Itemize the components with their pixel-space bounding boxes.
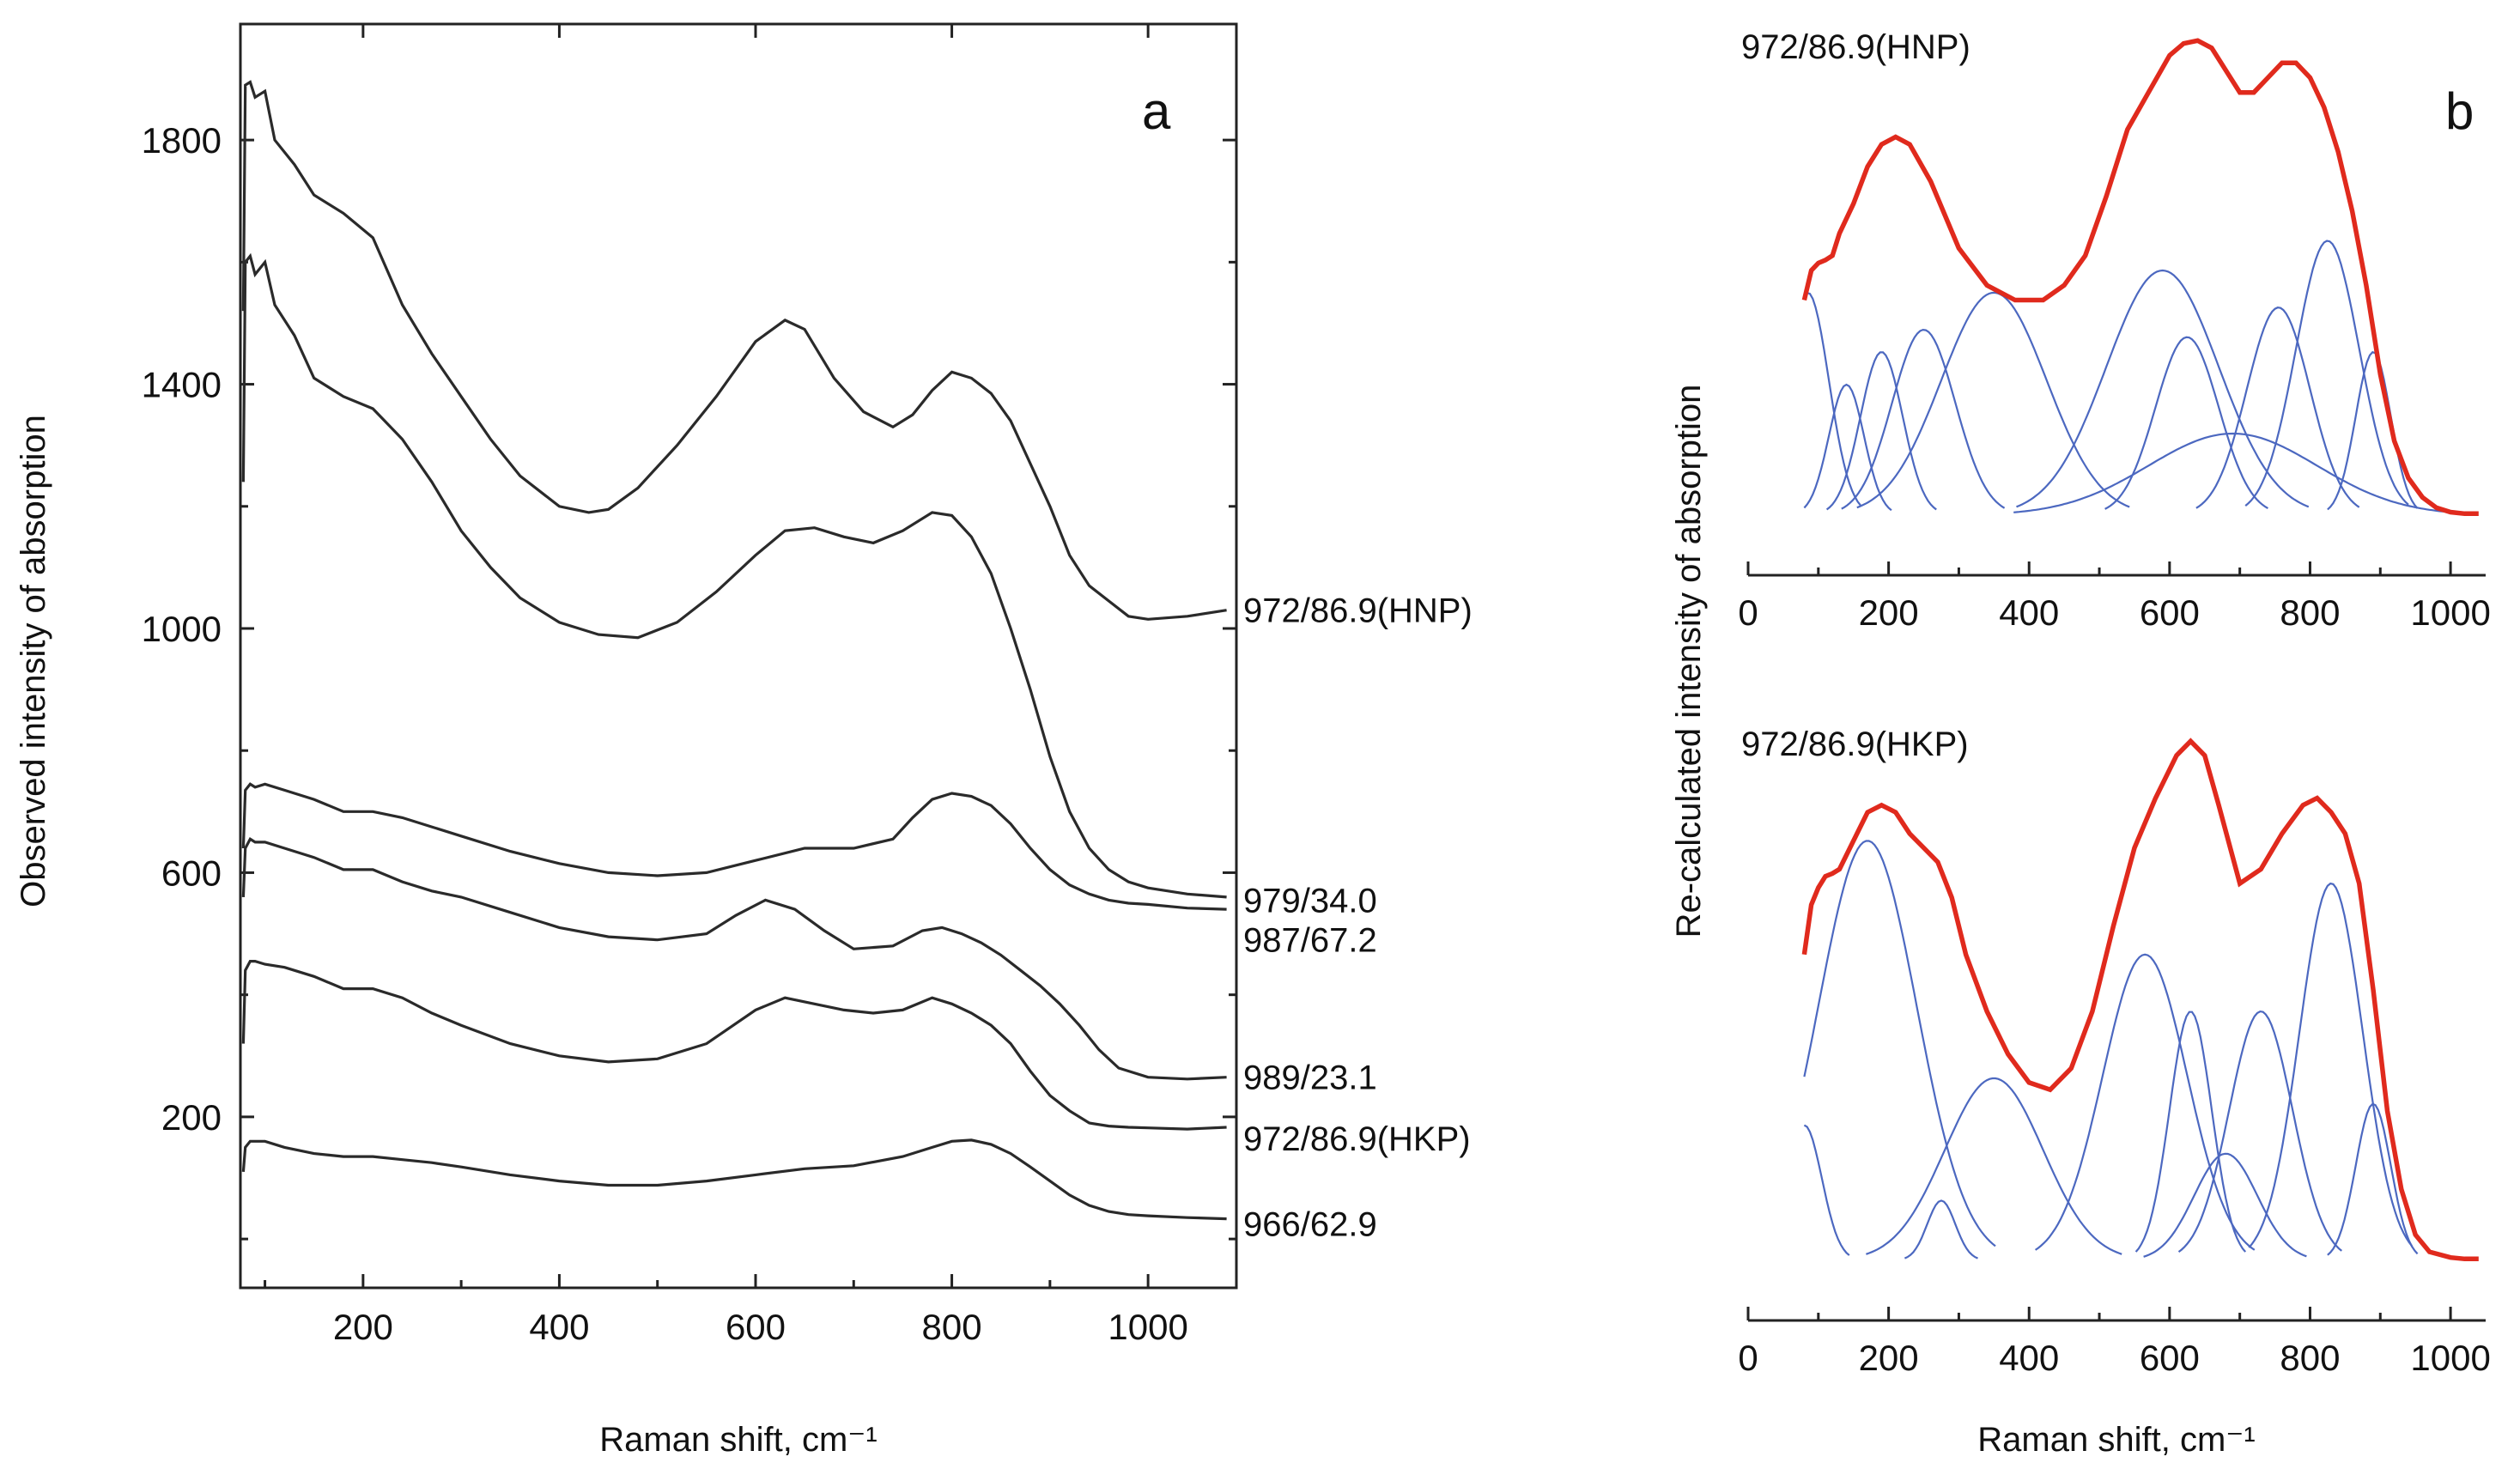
panel-a-y-axis-label: Observed intensity of absorption: [15, 415, 52, 907]
bt-x-tick-label: 200: [1859, 592, 1919, 633]
a-y-tick-label: 1800: [142, 120, 222, 161]
panel-b-x-axis-label: Raman shift, cm⁻¹: [1977, 1421, 2255, 1459]
bt-x-tick-label: 1000: [2410, 592, 2490, 633]
panel-a-x-ticks: 200 400 600 800 1000: [264, 24, 1188, 1347]
a-series-label: 979/34.0: [1243, 882, 1377, 920]
bb-component-peak: [1803, 1124, 1850, 1256]
a-series-label: 989/23.1: [1243, 1059, 1377, 1097]
bb-component-peak: [2034, 953, 2256, 1251]
bt-component-peak: [1803, 383, 1892, 512]
bb-x-tick-label: 600: [2140, 1338, 2200, 1378]
a-series-line: [241, 252, 1227, 899]
panel-b-top-envelope: [1801, 38, 2479, 517]
panel-a-frame: [239, 22, 1238, 1290]
bt-component-peak: [1825, 351, 1937, 511]
bb-component-peak: [2248, 882, 2413, 1248]
panel-b-top-components: [1803, 240, 2450, 513]
a-series-line: [241, 960, 1227, 1131]
bt-component-peak: [2327, 350, 2419, 511]
panel-b-top-title: 972/86.9(HNP): [1741, 28, 1970, 66]
a-x-tick-label: 400: [529, 1307, 589, 1347]
a-x-tick-label: 800: [922, 1307, 982, 1347]
a-x-tick-label: 600: [726, 1307, 786, 1347]
bt-x-tick-label: 600: [2140, 592, 2200, 633]
a-y-tick-label: 200: [161, 1097, 222, 1138]
bb-component-peak: [1803, 840, 1996, 1247]
a-series-line: [241, 1138, 1227, 1221]
panel-a: 200 600 1000 1400 1800 200 400 600 800 1000 972/…: [15, 22, 1473, 1459]
bt-component-peak: [1803, 291, 1861, 507]
panel-b-bottom-title: 972/86.9(HKP): [1741, 725, 1969, 763]
bb-component-peak: [2134, 1011, 2247, 1253]
bt-x-tick-label: 400: [1999, 592, 2059, 633]
bb-x-tick-label: 1000: [2410, 1338, 2490, 1378]
panel-b-bottom: 972/86.9(HKP) 0 200 400 600 800 1000 Raman sh…: [1738, 725, 2490, 1459]
a-y-tick-label: 600: [161, 853, 222, 893]
bt-component-peak: [2244, 240, 2409, 507]
bb-component-peak: [2177, 1010, 2342, 1253]
a-series-line: [241, 80, 1227, 621]
panel-b-letter: b: [2445, 82, 2474, 140]
bb-x-tick-label: 800: [2280, 1338, 2340, 1378]
bb-component-peak: [2327, 1102, 2419, 1256]
panel-a-letter: a: [1142, 82, 1171, 140]
panel-a-curves: [241, 80, 1227, 1221]
bb-component-peak: [1866, 1077, 2122, 1255]
a-x-tick-label: 200: [333, 1307, 393, 1347]
bt-x-tick-label: 800: [2280, 592, 2340, 633]
bb-component-peak: [2143, 1152, 2307, 1258]
bb-x-tick-label: 0: [1738, 1338, 1758, 1378]
panel-b-bottom-envelope: [1801, 737, 2479, 1262]
a-y-tick-label: 1400: [142, 365, 222, 405]
bb-component-peak: [1904, 1199, 1978, 1259]
bb-x-tick-label: 200: [1859, 1338, 1919, 1378]
a-x-tick-label: 1000: [1108, 1307, 1187, 1347]
bb-x-tick-label: 400: [1999, 1338, 2059, 1378]
a-series-label: 987/67.2: [1243, 922, 1377, 960]
bt-component-peak: [2016, 269, 2310, 508]
panel-b-top: 972/86.9(HNP) 0 200 400 600 800 1000: [1738, 28, 2490, 633]
panel-a-y-ticks: 200 600 1000 1400 1800: [142, 120, 1236, 1241]
panel-a-x-axis-label: Raman shift, cm⁻¹: [599, 1421, 877, 1459]
a-series-line: [241, 837, 1227, 1081]
bt-x-tick-label: 0: [1738, 592, 1758, 633]
panel-b-bottom-components: [1803, 840, 2419, 1259]
panel-b: Re-calculated intensity of absorption b …: [1670, 28, 2491, 1459]
a-series-label: 972/86.9(HNP): [1243, 592, 1473, 630]
a-series-line: [241, 782, 1227, 911]
panel-b-bottom-x-ticks: 0 200 400 600 800 1000: [1738, 1307, 2491, 1378]
a-series-label: 972/86.9(HKP): [1243, 1120, 1471, 1158]
bt-component-peak: [2195, 307, 2360, 509]
bt-component-peak: [1841, 328, 2006, 510]
a-y-tick-label: 1000: [142, 609, 222, 649]
bt-component-peak: [1856, 291, 2130, 509]
panel-b-y-axis-label: Re-calculated intensity of absorption: [1670, 385, 1708, 938]
bt-component-peak: [2013, 432, 2450, 513]
a-series-label: 966/62.9: [1243, 1205, 1377, 1243]
panel-b-top-x-ticks: 0 200 400 600 800 1000: [1738, 561, 2491, 633]
